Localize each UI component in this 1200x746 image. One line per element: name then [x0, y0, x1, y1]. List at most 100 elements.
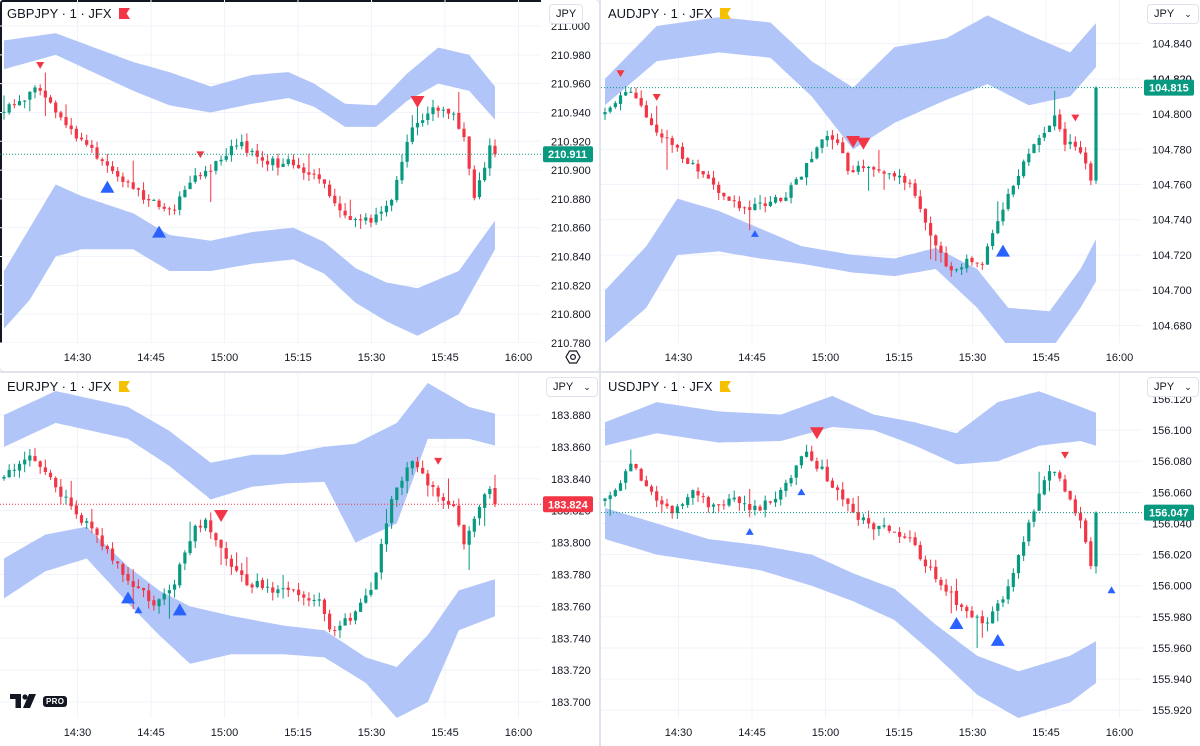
price-tick-label: 210.940 [551, 107, 591, 119]
candle-body [317, 174, 321, 180]
symbol-title[interactable]: AUDJPY · 1 · JFX [608, 6, 713, 21]
chart-legend[interactable]: AUDJPY · 1 · JFX [608, 6, 731, 21]
candle-body [446, 108, 451, 114]
symbol-title[interactable]: GBPJPY · 1 · JFX [7, 6, 112, 21]
chart-svg-audjpy[interactable]: 104.840104.820104.800104.780104.760104.7… [601, 0, 1200, 371]
pane-divider-horizontal[interactable] [0, 371, 1200, 373]
sell-signal-marker [652, 94, 661, 101]
chart-pane-gbpjpy[interactable]: 211.000 210.980 210.960 210.940 210.920 210.9… [0, 0, 599, 371]
candle-body [1032, 511, 1036, 522]
currency-button[interactable]: JPY ⌄ [1147, 377, 1199, 397]
candle-body [655, 491, 659, 501]
symbol-title[interactable]: USDJPY · 1 · JFX [608, 379, 713, 394]
pro-badge: PRO [43, 695, 68, 707]
candle-body [711, 504, 716, 507]
chart-legend[interactable]: EURJPY · 1 · JFX [7, 379, 130, 394]
flag-icon[interactable] [719, 8, 731, 19]
candle-body [748, 207, 752, 211]
candle-body [38, 461, 42, 467]
candle-body [12, 469, 16, 471]
candle-body [312, 173, 316, 175]
price-tick-label: 211.000 [551, 21, 590, 33]
time-axis-labels: 14:30 14:45 15:00 15:15 15:30 15:45 16:00 [665, 352, 1134, 364]
candle-body [33, 87, 37, 93]
chart-legend[interactable]: GBPJPY · 1 · JFX [7, 6, 130, 21]
candle-body [846, 152, 850, 172]
price-tick-label: 210.820 [551, 280, 591, 292]
candle-body [203, 170, 208, 177]
candle-body [603, 498, 607, 501]
time-tick-label: 15:15 [885, 352, 913, 364]
candle-body [779, 489, 783, 500]
chart-legend[interactable]: USDJPY · 1 · JFX [608, 379, 731, 394]
candle-body [477, 180, 482, 198]
candle-body [810, 451, 814, 461]
candle-body [467, 530, 471, 545]
candle-body [970, 610, 974, 618]
candle-body [872, 523, 876, 530]
candle-body [1047, 125, 1052, 133]
currency-label: JPY [553, 381, 574, 393]
time-tick-label: 15:15 [284, 727, 312, 739]
candle-body [224, 548, 228, 559]
candle-body [629, 91, 633, 93]
settings-icon[interactable] [565, 350, 581, 364]
candle-body [691, 490, 695, 498]
chart-svg-usdjpy[interactable]: 156.100 156.080 156.060 156.040 156.020 156.0… [601, 373, 1200, 746]
candle-body [1073, 141, 1077, 147]
currency-button[interactable]: JPY ⌄ [1147, 4, 1199, 24]
candle-body [908, 182, 912, 184]
candle-body [483, 167, 487, 181]
candle-body [265, 160, 270, 165]
chart-pane-audjpy[interactable]: 104.840104.820104.800104.780104.760104.7… [601, 0, 1200, 371]
candle-body [426, 113, 430, 121]
candle-body [219, 159, 223, 162]
currency-button[interactable]: JPY ⌄ [546, 377, 598, 397]
candle-body [1089, 541, 1093, 567]
price-tick-label: 156.060 [1152, 487, 1192, 499]
tradingview-logo[interactable]: PRO [10, 694, 68, 708]
candle-body [908, 537, 912, 539]
currency-button[interactable]: JPY [549, 4, 584, 24]
chart-svg-eurjpy[interactable]: 183.880183.860183.840183.820183.800183.7… [0, 373, 599, 746]
candle-body [996, 603, 1000, 611]
candle-body [804, 163, 809, 178]
candle-body [203, 519, 208, 529]
candle-body [618, 483, 623, 491]
candle-body [608, 495, 612, 500]
last-price-badge [543, 146, 593, 163]
time-tick-label: 14:30 [665, 727, 693, 739]
time-axis-labels: 14:30 14:45 15:00 15:15 15:30 15:45 16:00 [64, 727, 533, 739]
flag-icon[interactable] [118, 381, 130, 392]
settings-icon-hex [565, 350, 581, 364]
chart-pane-usdjpy[interactable]: 156.100 156.080 156.060 156.040 156.020 156.0… [601, 373, 1200, 746]
candle-body [338, 625, 342, 631]
candle-body [54, 102, 58, 113]
candle-body [768, 501, 772, 503]
candle-body [660, 500, 664, 505]
candle-body [1047, 471, 1052, 481]
flag-icon[interactable] [719, 381, 731, 392]
candle-body [328, 184, 332, 197]
candles [2, 448, 497, 638]
candle-body [431, 107, 435, 115]
sell-signal-marker [1060, 451, 1069, 459]
candle-body [1011, 572, 1015, 587]
flag-icon[interactable] [118, 8, 130, 19]
candle-body [686, 497, 690, 506]
candle-body [436, 487, 440, 497]
symbol-title[interactable]: EURJPY · 1 · JFX [7, 379, 112, 394]
buy-signal-marker [172, 603, 187, 616]
chart-pane-eurjpy[interactable]: 183.880183.860183.840183.820183.800183.7… [0, 373, 599, 746]
candle-body [322, 599, 327, 615]
chart-svg-gbpjpy[interactable]: 211.000210.980210.960210.940210.920210.9… [0, 0, 599, 371]
pane-divider-vertical[interactable] [599, 0, 601, 746]
buy-signal-marker [100, 180, 115, 193]
candle-body [934, 235, 938, 246]
price-tick-label: 183.860 [551, 442, 591, 454]
candle-body [467, 136, 471, 169]
candle-body [887, 173, 891, 175]
candle-body [1058, 472, 1062, 479]
candle-body [1016, 555, 1021, 574]
price-axis [1142, 0, 1200, 371]
